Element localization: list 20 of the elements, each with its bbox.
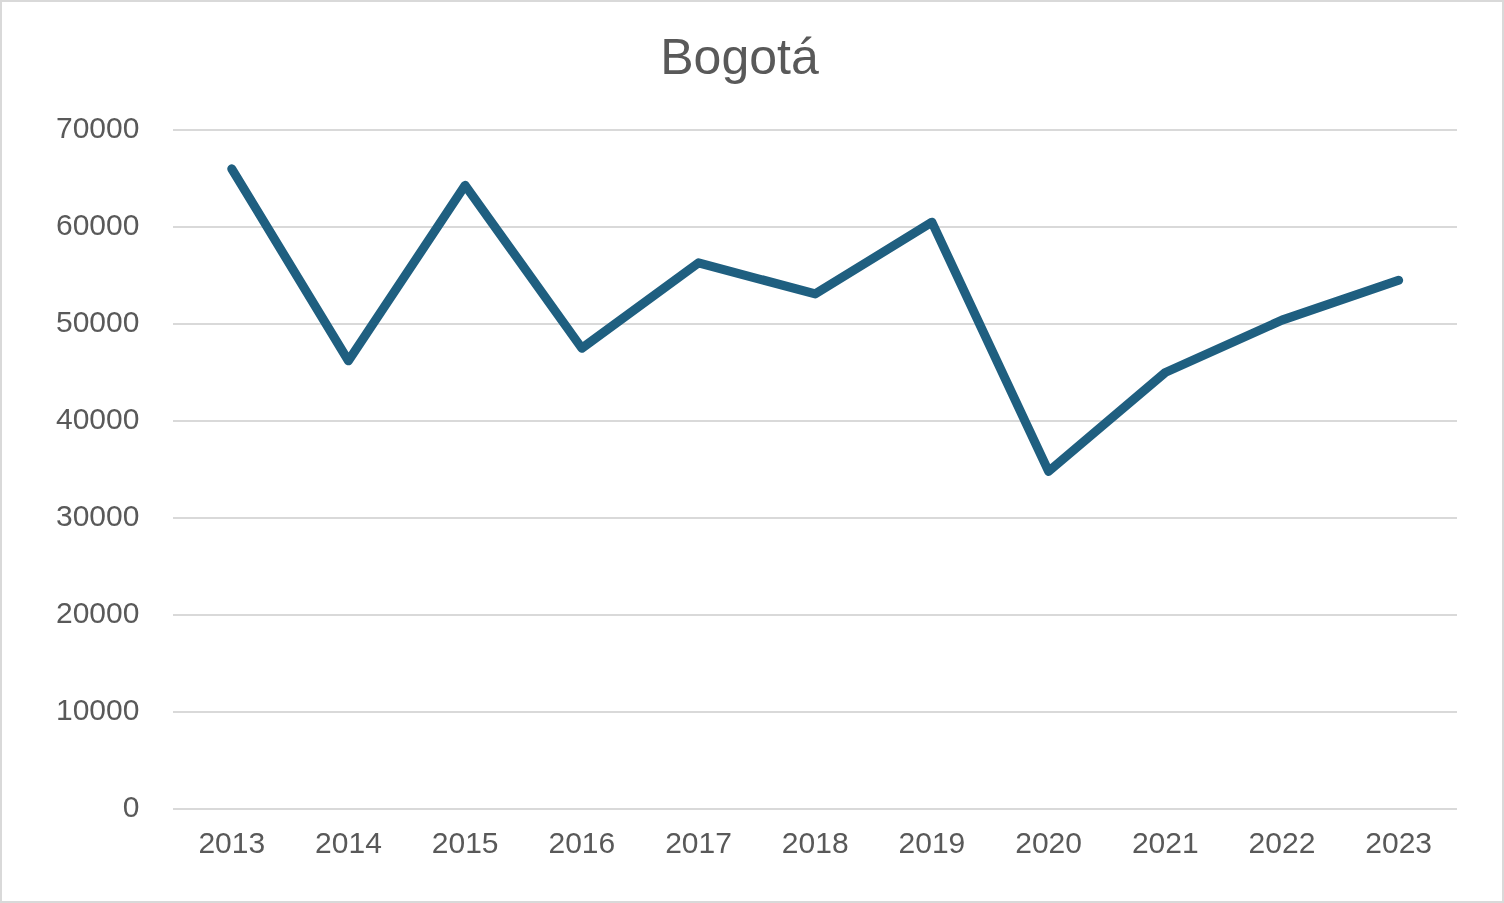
x-tick-label: 2019 [898, 826, 966, 860]
y-tick-label: 60000 [55, 208, 140, 242]
x-tick-label: 2023 [1365, 826, 1433, 860]
x-tick-label: 2017 [665, 826, 732, 860]
y-tick-label: 70000 [55, 111, 140, 145]
y-tick-label: 40000 [55, 402, 140, 436]
y-tick-label: 20000 [55, 596, 140, 630]
x-tick-label: 2021 [1131, 826, 1199, 860]
x-tick-label: 2013 [198, 826, 266, 860]
chart-title: Bogotá [660, 28, 819, 85]
x-tick-label: 2016 [548, 826, 616, 860]
x-tick-label: 2015 [431, 826, 499, 860]
x-tick-label: 2022 [1248, 826, 1316, 860]
y-tick-label: 30000 [55, 499, 140, 533]
y-tick-label: 10000 [55, 693, 140, 727]
y-tick-label: 50000 [55, 305, 140, 339]
x-tick-label: 2020 [1015, 826, 1082, 860]
x-tick-label: 2018 [781, 826, 849, 860]
x-tick-label: 2014 [315, 826, 382, 860]
y-tick-label: 0 [122, 790, 140, 824]
